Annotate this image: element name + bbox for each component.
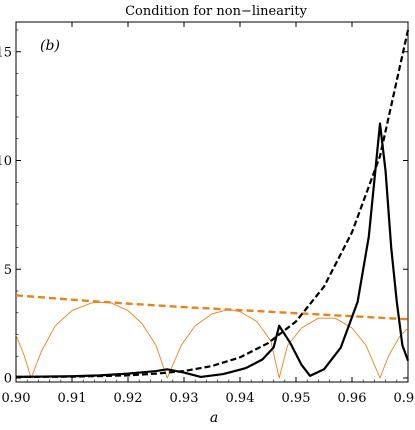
plot-frame — [15, 21, 409, 383]
y-axis-ticks: 0 5 10 15 — [0, 29, 408, 387]
y-tick-label: 0 — [4, 372, 12, 387]
series-line-orange-thin — [15, 301, 409, 379]
panel-label: (b) — [40, 38, 60, 54]
y-tick-label: 5 — [4, 263, 12, 278]
x-tick-label: 0.90 — [2, 391, 31, 406]
x-tick-label: 0.96 — [338, 391, 367, 406]
series-line-black-dashed — [15, 29, 410, 379]
y-tick-label: 10 — [0, 154, 12, 169]
x-tick-label: 0.94 — [226, 391, 255, 406]
series-layer — [15, 29, 410, 379]
x-tick-label: 0.95 — [282, 391, 311, 406]
series-line-orange-dashed — [15, 294, 409, 321]
x-axis-label: a — [210, 410, 218, 426]
x-tick-label: 0.97 — [394, 391, 415, 406]
x-tick-label: 0.93 — [170, 391, 199, 406]
series-line-black-solid — [15, 122, 410, 379]
y-tick-label: 15 — [0, 45, 12, 60]
chart-title: Condition for non−linearity — [125, 4, 308, 19]
x-tick-label: 0.91 — [58, 391, 87, 406]
x-tick-label: 0.92 — [114, 391, 143, 406]
x-axis-ticks: 0.90 0.91 0.92 0.93 0.94 0.95 0.96 0.97 — [2, 22, 415, 406]
